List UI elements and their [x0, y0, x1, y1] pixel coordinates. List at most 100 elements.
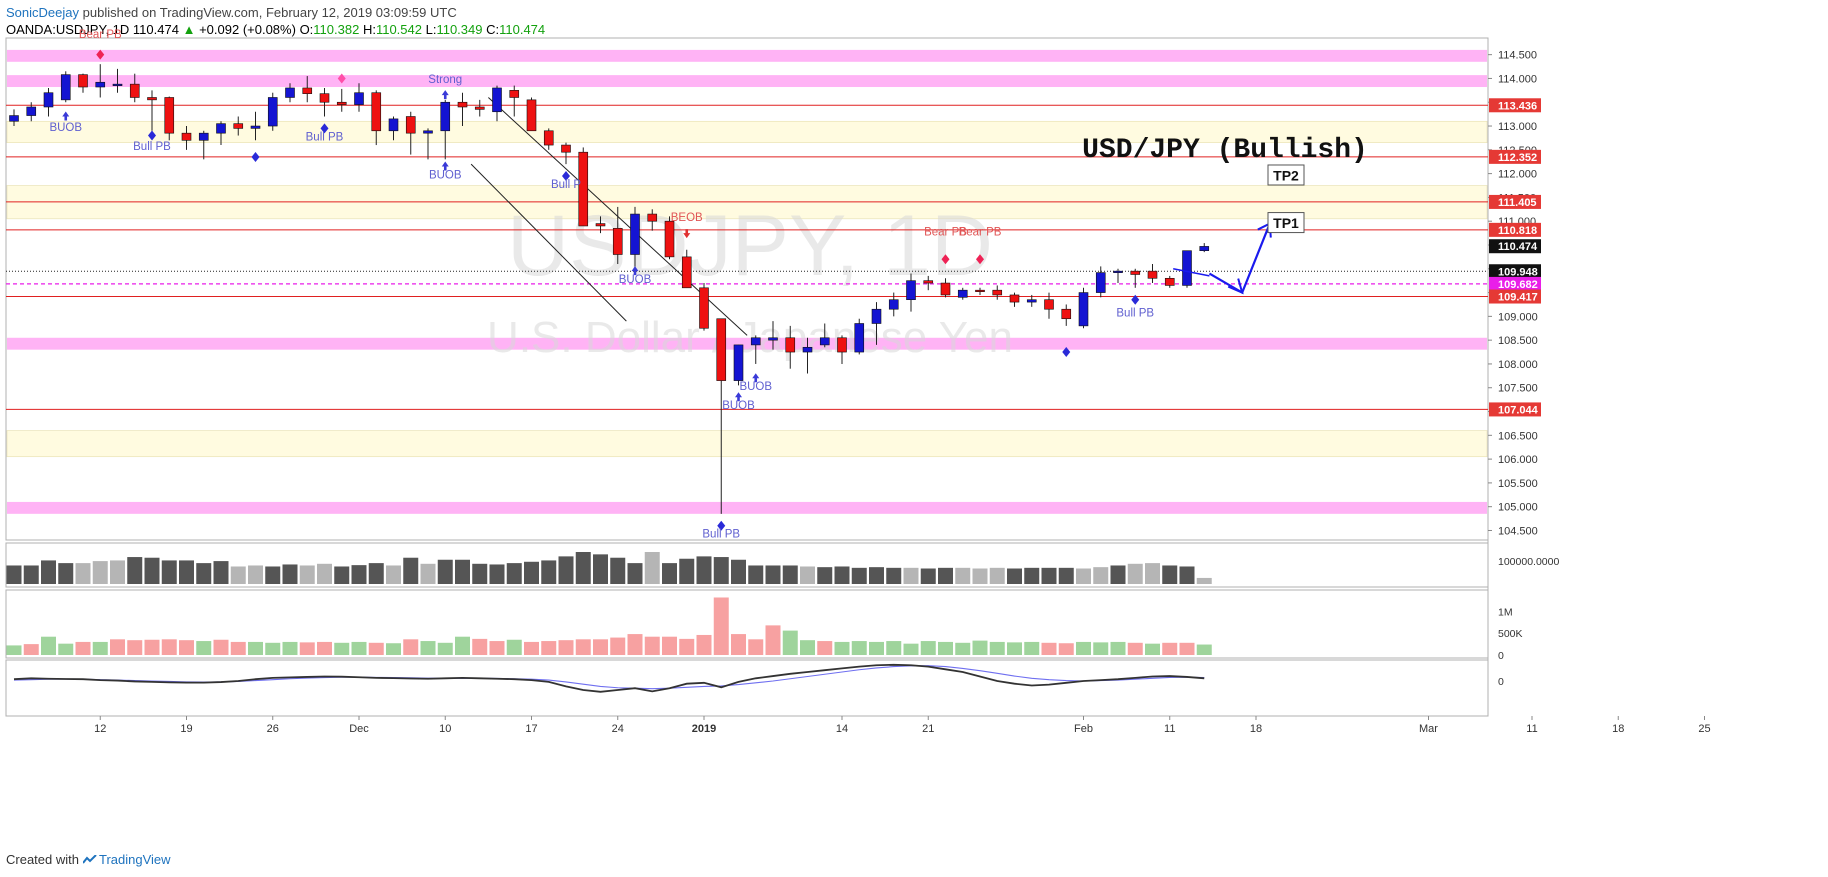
volume-bar	[1007, 568, 1022, 584]
volume2-axis-label: 500K	[1498, 628, 1523, 640]
candle-body	[129, 83, 140, 98]
signal-arrow-up-icon	[752, 373, 760, 383]
volume-bar	[541, 560, 557, 584]
volume2-bar	[851, 641, 867, 655]
volume2-bar	[679, 638, 695, 655]
price-tick-label: 104.500	[1498, 525, 1538, 537]
candle-body	[923, 280, 934, 284]
close-label: C:	[486, 22, 500, 37]
price-tick-label: 108.500	[1498, 335, 1538, 347]
candle-body	[1199, 246, 1210, 251]
volume-bar	[1196, 577, 1212, 584]
time-tick-label: 12	[94, 723, 106, 735]
volume2-bar	[731, 634, 746, 655]
candle-body	[181, 132, 192, 141]
time-tick-label: 2019	[692, 723, 716, 735]
signal-label: Bull PB	[133, 141, 171, 153]
volume2-bar	[1058, 643, 1074, 655]
oscillator-axis-label: 0	[1498, 676, 1504, 688]
volume-bar	[455, 559, 470, 584]
candle-body	[26, 106, 37, 116]
volume2-bar	[41, 636, 56, 655]
candle-body	[78, 74, 88, 88]
price-tick-label: 109.000	[1498, 311, 1538, 323]
volume-bar	[317, 563, 332, 584]
volume-bar	[58, 563, 74, 584]
time-tick-label: 17	[525, 723, 537, 735]
candle-body	[1095, 272, 1106, 293]
volume-bar	[903, 567, 919, 584]
open-value: 110.382	[313, 22, 360, 37]
price-tag-107.044	[1489, 402, 1541, 417]
author-link[interactable]: SonicDeejay	[6, 5, 79, 20]
volume2-bar	[938, 641, 953, 655]
price-tag-112.352	[1489, 149, 1541, 164]
volume2-bar	[248, 641, 263, 655]
volume2-bar	[1024, 641, 1040, 655]
candle-body	[474, 106, 485, 110]
volume-bar	[851, 567, 867, 584]
signal-diamond-icon	[96, 49, 105, 60]
time-tick-label: 26	[267, 723, 279, 735]
volume-bar	[938, 567, 953, 584]
low-label: L:	[425, 22, 437, 37]
candle-body	[1164, 277, 1175, 286]
volume-bar	[144, 557, 160, 584]
volume2-bar	[558, 640, 574, 655]
volume2-bar	[575, 639, 591, 655]
volume-bar	[644, 552, 660, 584]
price-tick-label: 107.500	[1498, 383, 1538, 395]
volume-bar	[886, 567, 902, 584]
volume-bar	[1179, 566, 1195, 584]
volume2-bar	[75, 641, 91, 655]
candle-body	[112, 83, 123, 86]
signal-diamond-icon	[320, 123, 329, 134]
zone-yellow-5	[6, 430, 1488, 458]
volume-bar	[110, 560, 125, 584]
volume2-bar	[524, 641, 539, 655]
candle-body	[992, 289, 1003, 296]
signal-diamond-icon	[941, 254, 950, 265]
candle-body	[543, 130, 554, 146]
volume2-bar	[489, 641, 505, 655]
candle-body	[612, 228, 623, 255]
signal-label: BUOB	[429, 169, 462, 181]
volume2-bar	[213, 639, 229, 655]
volume2-bar	[1041, 642, 1057, 655]
signal-label: BUOB	[739, 381, 772, 393]
candle-body	[681, 256, 692, 289]
watermark-name: U.S. Dollar / Japanese Yen	[487, 313, 1013, 362]
candle-body	[768, 337, 778, 341]
created-with-text: Created with	[6, 852, 79, 867]
volume-bar	[524, 561, 539, 584]
signal-arrow-up-icon	[735, 392, 742, 402]
price-tag-110.818	[1489, 222, 1541, 237]
volume2-bar	[506, 639, 522, 655]
tradingview-link[interactable]: TradingView	[98, 852, 171, 867]
price-tag-label: 110.818	[1498, 225, 1537, 237]
candle-body	[233, 123, 244, 129]
candle-body	[647, 213, 658, 222]
candle-body	[405, 116, 416, 134]
candle-body	[837, 337, 847, 353]
candle-body	[198, 132, 209, 141]
candle-body	[440, 101, 451, 132]
volume2-bar	[800, 640, 815, 655]
signal-label: BUOB	[49, 122, 82, 134]
candle-body	[457, 101, 468, 108]
candle-body	[1130, 270, 1141, 275]
signal-label: Bull PB	[306, 131, 344, 143]
price-tag-label: 113.436	[1498, 100, 1537, 112]
zone-pink-4	[7, 337, 1487, 350]
open-label: O:	[299, 22, 314, 37]
volume-bar	[1162, 565, 1178, 584]
price-tick-label: 114.000	[1498, 73, 1537, 85]
volume2-bar	[1007, 642, 1022, 655]
candle-body	[699, 287, 709, 329]
volume-bar	[1145, 563, 1160, 584]
candle-body	[1026, 299, 1037, 303]
volume2-bar	[420, 641, 436, 655]
signal-label: BEOB	[671, 212, 703, 224]
volume2-bar	[455, 636, 470, 655]
